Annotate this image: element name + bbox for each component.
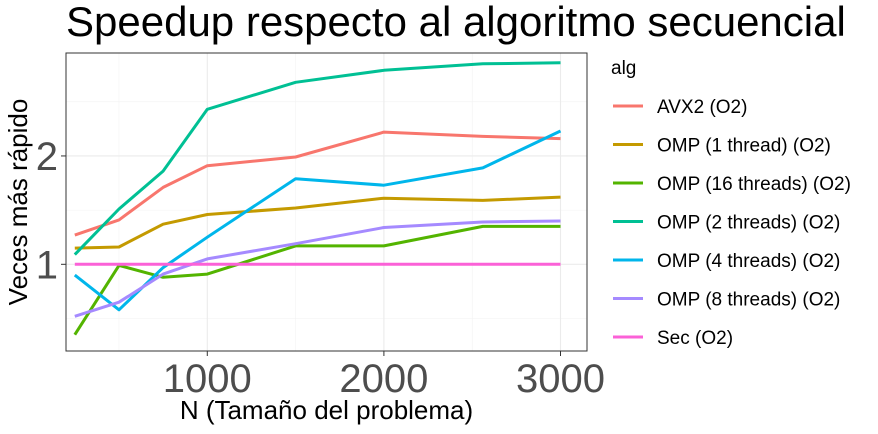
chart-title: Speedup respecto al algoritmo secuencial <box>66 0 846 45</box>
panel-border <box>65 52 588 352</box>
legend-label: OMP (2 threads) (O2) <box>657 213 840 234</box>
y-tick-label: 1 <box>36 243 58 287</box>
legend: alg AVX2 (O2) OMP (1 thread) (O2) OMP (16 … <box>611 58 851 349</box>
y-axis-title: Veces más rápido <box>3 99 33 306</box>
legend-item: OMP (1 thread) (O2) <box>613 136 831 157</box>
series-layer <box>73 61 562 336</box>
legend-label: OMP (1 thread) (O2) <box>657 136 831 157</box>
x-axis-title: N (Tamaño del problema) <box>180 395 473 425</box>
legend-item: Sec (O2) <box>613 328 733 349</box>
series-line <box>74 130 561 237</box>
legend-label: Sec (O2) <box>657 328 733 349</box>
x-tick-label: 2000 <box>339 357 428 401</box>
series-line <box>73 129 562 312</box>
series-line <box>74 195 561 250</box>
legend-title: alg <box>611 58 636 79</box>
legend-label: OMP (8 threads) (O2) <box>657 290 840 311</box>
legend-item: OMP (16 threads) (O2) <box>613 174 851 195</box>
legend-label: OMP (16 threads) (O2) <box>657 174 851 195</box>
legend-item: OMP (8 threads) (O2) <box>613 290 840 311</box>
legend-item: OMP (2 threads) (O2) <box>613 213 840 234</box>
y-tick-label: 2 <box>36 135 58 179</box>
series-line <box>73 61 561 256</box>
series-line <box>73 224 561 336</box>
axes: 1000 2000 3000 1 2 <box>36 135 605 401</box>
legend-item: AVX2 (O2) <box>613 97 747 118</box>
legend-label: OMP (4 threads) (O2) <box>657 251 840 272</box>
x-tick-label: 3000 <box>516 357 605 401</box>
legend-item: OMP (4 threads) (O2) <box>613 251 840 272</box>
series-line <box>74 219 561 318</box>
legend-label: AVX2 (O2) <box>657 97 747 118</box>
x-tick-label: 1000 <box>163 357 252 401</box>
